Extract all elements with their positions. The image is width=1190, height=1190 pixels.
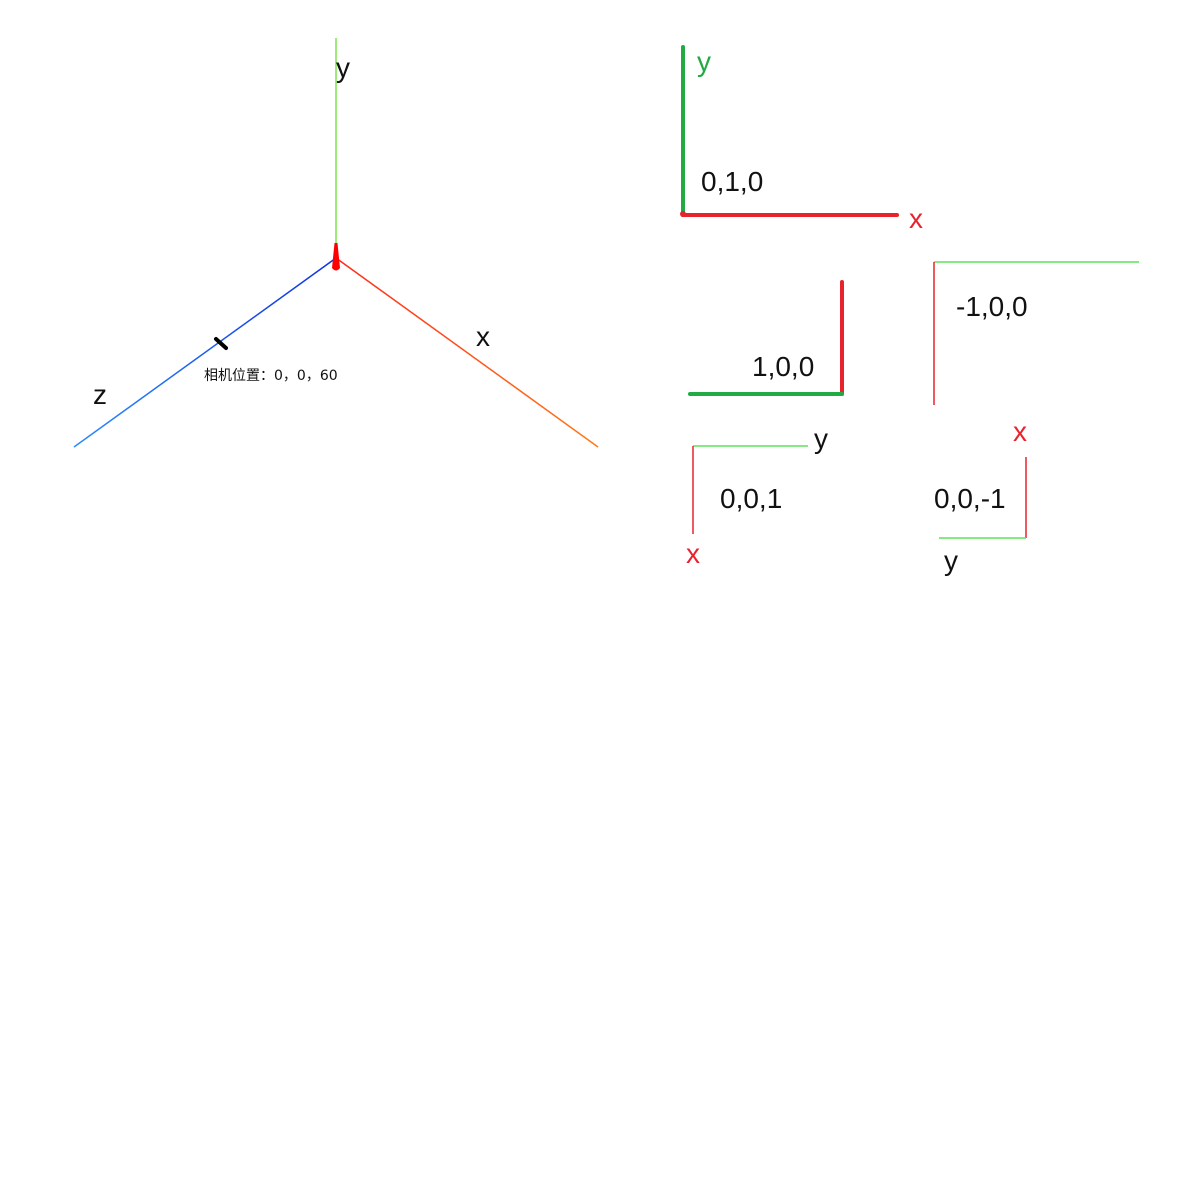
z-axis-label: z [93, 379, 107, 410]
x-axis-label: x [476, 321, 490, 352]
view-pos-z: y x 0,0,1 [686, 423, 828, 569]
view-pos-x: 1,0,0 [688, 280, 844, 396]
x-axis-line [335, 257, 599, 448]
camera-position-label: 相机位置：0，0，60 [204, 368, 338, 384]
view-pos-z-y-label: y [814, 423, 828, 454]
y-axis-label: y [336, 52, 350, 83]
view-top-x-label: x [909, 203, 923, 234]
origin-marker [332, 243, 340, 271]
view-top-value: 0,1,0 [701, 166, 763, 197]
view-top-y-label: y [697, 46, 711, 77]
view-pos-x-value: 1,0,0 [752, 351, 814, 382]
view-neg-z: x y 0,0,-1 [934, 416, 1027, 576]
view-pos-z-value: 0,0,1 [720, 483, 782, 514]
view-top: y x 0,1,0 [680, 45, 923, 234]
camera-marker [214, 337, 228, 350]
view-neg-x: -1,0,0 [933, 261, 1139, 405]
view-pos-z-x-label: x [686, 538, 700, 569]
axes-3d-scene: y x z 相机位置：0，0，60 [73, 38, 599, 448]
view-neg-z-value: 0,0,-1 [934, 483, 1006, 514]
view-neg-z-y-label: y [944, 545, 958, 576]
view-top-origin-dot [680, 211, 686, 217]
view-neg-x-value: -1,0,0 [956, 291, 1028, 322]
z-axis-line [73, 257, 337, 448]
view-neg-z-x-label: x [1013, 416, 1027, 447]
